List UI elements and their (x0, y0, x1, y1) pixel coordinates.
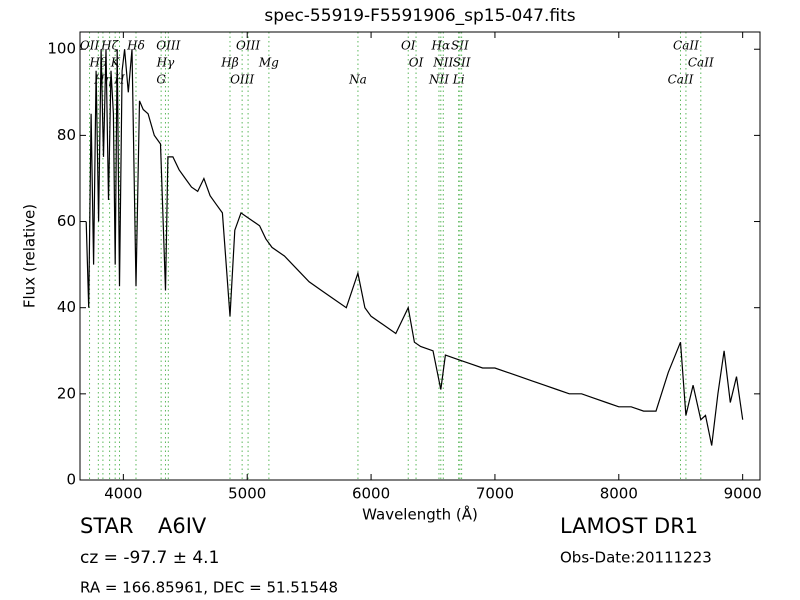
spectrum-line (85, 49, 744, 446)
spectral-line-label: Hβ (220, 56, 238, 70)
spectral-line-label: Hα (431, 39, 451, 53)
spectral-line-label: CaII (673, 39, 699, 53)
spectral-line-label: NII (428, 73, 449, 87)
spectral-line-label: K (110, 56, 121, 70)
spectral-line-label: Hγ (156, 56, 175, 70)
spectral-line-label: OIII (236, 39, 260, 53)
x-tick-label: 4000 (104, 485, 142, 503)
spectral-line-label: Hη (93, 73, 112, 87)
spectral-line-label: SII (453, 56, 471, 70)
spectral-line-label: OI (401, 39, 416, 53)
spectral-line-label: Li (452, 73, 465, 87)
y-tick-label: 80 (57, 126, 76, 144)
obs-date: Obs-Date:20111223 (560, 549, 712, 567)
x-axis-label: Wavelength (Å) (362, 505, 478, 524)
x-tick-label: 9000 (724, 485, 762, 503)
y-tick-label: 100 (47, 40, 76, 58)
plot-frame (79, 31, 761, 481)
spectral-line-label: H (113, 73, 125, 87)
spectral-line-label: Na (348, 73, 367, 87)
spectral-line-label: OI (409, 56, 424, 70)
spectral-line-label: OIII (230, 73, 254, 87)
y-tick-label: 60 (57, 212, 76, 230)
spectral-line-label: NII (432, 56, 453, 70)
y-tick-label: 40 (57, 298, 76, 316)
y-tick-label: 0 (66, 471, 76, 489)
survey: LAMOST DR1 (560, 514, 698, 538)
spectral-line-label: Mg (258, 56, 279, 70)
coordinates: RA = 166.85961, DEC = 51.51548 (80, 579, 338, 597)
x-tick-label: 6000 (352, 485, 390, 503)
spectral-line-label: OII (80, 39, 100, 53)
spectral-line-label: SII (451, 39, 469, 53)
redshift: cz = -97.7 ± 4.1 (80, 548, 219, 568)
spectral-line-label: G (156, 73, 166, 87)
y-tick-label: 20 (57, 384, 76, 402)
spectral-line-label: CaII (668, 73, 694, 87)
chart-title: spec-55919-F5591906_sp15-047.fits (264, 6, 575, 26)
spectral-line-label: Hδ (126, 39, 145, 53)
spectral-line-label: CaII (688, 56, 714, 70)
x-tick-label: 7000 (476, 485, 514, 503)
subclass: A6IV (158, 514, 207, 538)
spectral-line-label: OIII (156, 39, 180, 53)
y-axis-label: Flux (relative) (21, 204, 39, 308)
x-tick-label: 8000 (600, 485, 638, 503)
x-tick-label: 5000 (228, 485, 266, 503)
class: STAR (80, 514, 133, 538)
